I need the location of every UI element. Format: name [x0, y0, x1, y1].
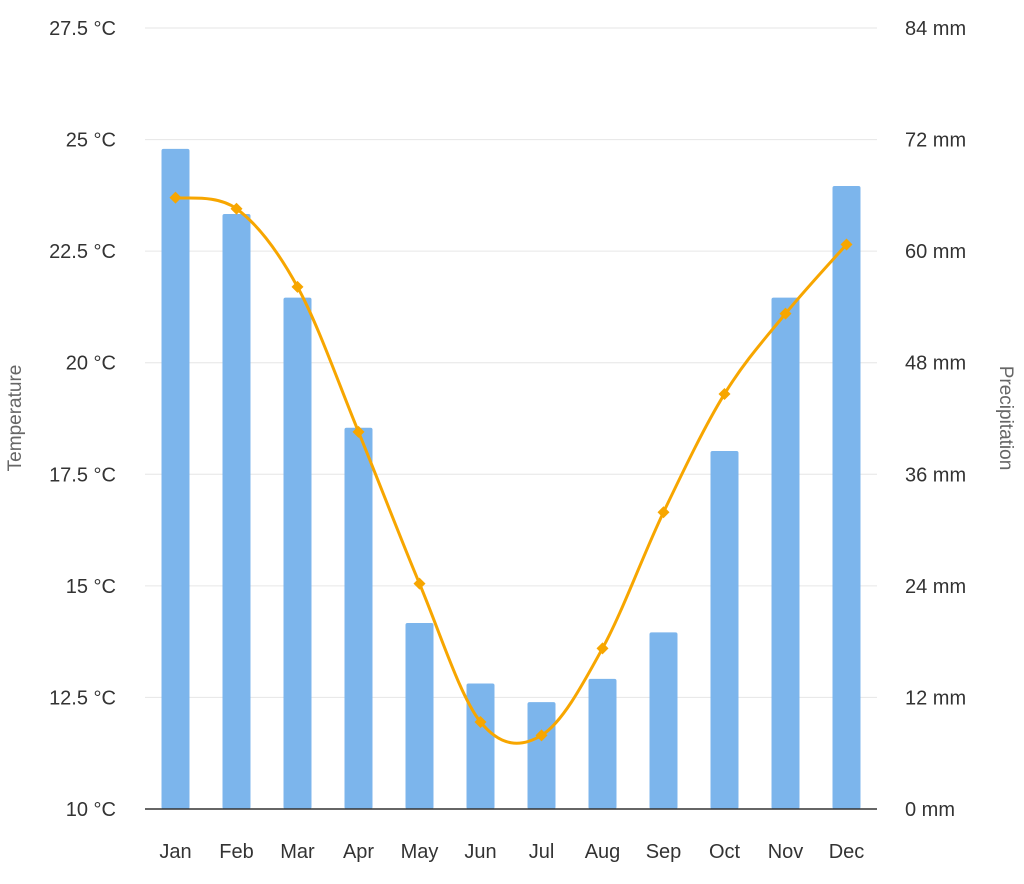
temperature-marker	[291, 280, 304, 293]
precipitation-bar	[771, 297, 800, 809]
precipitation-bar	[344, 427, 373, 809]
temperature-marker	[596, 642, 609, 655]
precipitation-bar	[405, 623, 434, 809]
temperature-marker	[230, 202, 243, 215]
tick-labels: 10 °C 0 mm 12.5 °C 12 mm 15 °C 24 mm 17.5 °C 36…	[49, 18, 966, 863]
right-tick-label: 24 mm	[905, 576, 966, 598]
temperature-marker	[474, 715, 487, 728]
x-tick-label: Jan	[159, 841, 191, 863]
temperature-marker	[779, 307, 792, 320]
precipitation-bar	[588, 678, 617, 809]
precipitation-bar	[466, 683, 495, 809]
x-tick-label: Aug	[585, 841, 621, 863]
temperature-marker	[352, 425, 365, 438]
left-tick-label: 12.5 °C	[49, 687, 116, 709]
x-tick-label: Apr	[343, 841, 374, 863]
left-tick-label: 10 °C	[66, 799, 116, 821]
precipitation-bar	[710, 451, 739, 809]
temperature-marker	[169, 191, 182, 204]
left-tick-label: 22.5 °C	[49, 241, 116, 263]
precipitation-bar	[527, 702, 556, 809]
precipitation-bar	[283, 297, 312, 809]
right-tick-label: 48 mm	[905, 353, 966, 375]
grid-lines	[145, 27, 877, 698]
left-tick-label: 20 °C	[66, 353, 116, 375]
right-tick-label: 36 mm	[905, 464, 966, 486]
right-tick-label: 12 mm	[905, 687, 966, 709]
precipitation-bar	[222, 213, 251, 809]
precipitation-bar	[832, 186, 861, 810]
right-tick-label: 84 mm	[905, 18, 966, 40]
right-tick-label: 72 mm	[905, 130, 966, 152]
temperature-marker	[657, 506, 670, 519]
left-axis-title: Temperature	[5, 365, 26, 472]
left-tick-label: 17.5 °C	[49, 464, 116, 486]
temperature-line-path	[174, 196, 848, 745]
x-tick-label: Mar	[280, 841, 315, 863]
right-tick-label: 60 mm	[905, 241, 966, 263]
x-tick-label: Oct	[709, 841, 741, 863]
right-axis-title: Precipitation	[995, 366, 1016, 471]
right-tick-label: 0 mm	[905, 799, 955, 821]
temperature-marker	[413, 577, 426, 590]
left-tick-label: 15 °C	[66, 576, 116, 598]
x-tick-label: Jul	[529, 841, 555, 863]
temperature-marker	[718, 387, 731, 400]
x-tick-label: Dec	[829, 841, 865, 863]
left-tick-label: 25 °C	[66, 130, 116, 152]
x-tick-label: Nov	[768, 841, 804, 863]
temperature-line	[169, 191, 853, 745]
x-tick-label: Sep	[646, 841, 682, 863]
precipitation-bar	[649, 632, 678, 809]
x-tick-label: Jun	[464, 841, 496, 863]
precipitation-bars	[161, 148, 861, 810]
precipitation-bar	[161, 148, 190, 810]
temperature-marker	[535, 729, 548, 742]
temperature-marker	[840, 238, 853, 251]
x-tick-label: Feb	[219, 841, 253, 863]
left-tick-label: 27.5 °C	[49, 18, 116, 40]
x-tick-label: May	[401, 841, 439, 863]
